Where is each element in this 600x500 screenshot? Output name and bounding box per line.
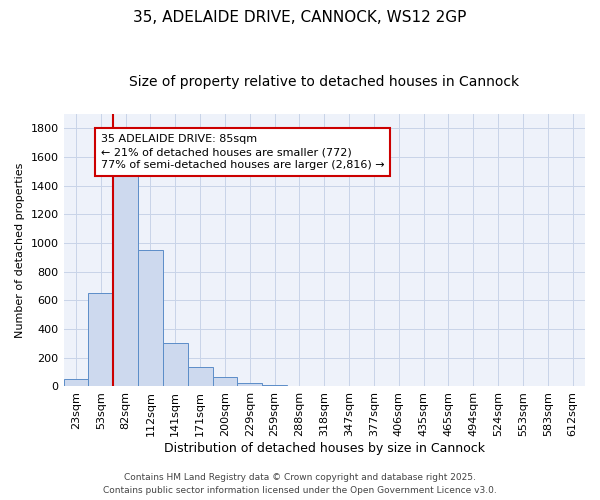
- Text: 35, ADELAIDE DRIVE, CANNOCK, WS12 2GP: 35, ADELAIDE DRIVE, CANNOCK, WS12 2GP: [133, 10, 467, 25]
- Text: 35 ADELAIDE DRIVE: 85sqm
← 21% of detached houses are smaller (772)
77% of semi-: 35 ADELAIDE DRIVE: 85sqm ← 21% of detach…: [101, 134, 385, 170]
- Bar: [163, 344, 188, 386]
- Bar: [212, 377, 238, 386]
- Bar: [262, 385, 287, 386]
- Bar: [113, 171, 138, 386]
- Bar: [138, 250, 163, 386]
- Y-axis label: Number of detached properties: Number of detached properties: [15, 162, 25, 338]
- X-axis label: Distribution of detached houses by size in Cannock: Distribution of detached houses by size …: [164, 442, 485, 455]
- Bar: [188, 367, 212, 386]
- Bar: [238, 383, 262, 386]
- Title: Size of property relative to detached houses in Cannock: Size of property relative to detached ho…: [129, 75, 520, 89]
- Bar: [88, 293, 113, 386]
- Text: Contains HM Land Registry data © Crown copyright and database right 2025.
Contai: Contains HM Land Registry data © Crown c…: [103, 474, 497, 495]
- Bar: [64, 380, 88, 386]
